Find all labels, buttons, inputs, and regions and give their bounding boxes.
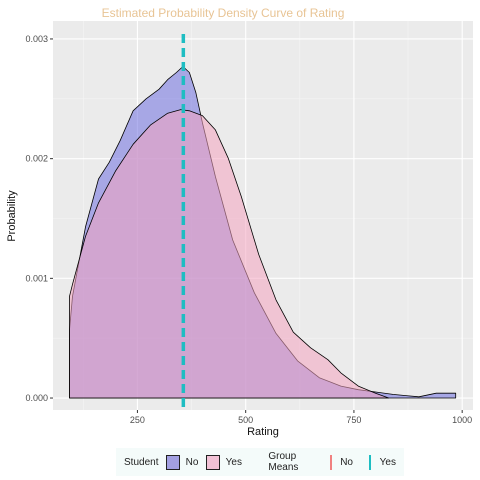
grid-lines [53, 21, 473, 410]
y-axis-label: Probability [6, 190, 18, 242]
x-axis-label: Rating [247, 426, 279, 438]
legend-label-no: No [185, 456, 199, 468]
legend-key-no-line [321, 453, 335, 471]
x-tick-label: 500 [238, 415, 253, 425]
y-tick-label: 0.003 [25, 34, 48, 44]
legend-fill-title: Student [124, 456, 159, 468]
legend-label-mean-no: No [340, 456, 353, 468]
density-areas [69, 66, 457, 399]
legend-key-yes-line [361, 453, 374, 471]
x-tick-label: 750 [346, 415, 361, 425]
axes: 250 500 750 1000 0.000 0.001 0.002 0.003 [25, 34, 472, 425]
y-tick-label: 0.002 [25, 154, 48, 164]
y-tick-label: 0.000 [25, 393, 48, 403]
x-tick-label: 1000 [452, 415, 472, 425]
legend-line-title: Group Means [268, 451, 299, 473]
y-tick-label: 0.001 [25, 273, 48, 283]
x-tick-label: 250 [130, 415, 145, 425]
legend-label-mean-yes: Yes [379, 456, 396, 468]
legend-label-yes: Yes [225, 456, 242, 468]
legend-key-no-fill [166, 454, 180, 470]
density-area-yes [69, 109, 389, 399]
legend: Student No Yes Group Means No Yes [116, 448, 404, 476]
chart-title: Estimated Probability Density Curve of R… [102, 6, 345, 20]
legend-key-yes-fill [206, 454, 220, 470]
